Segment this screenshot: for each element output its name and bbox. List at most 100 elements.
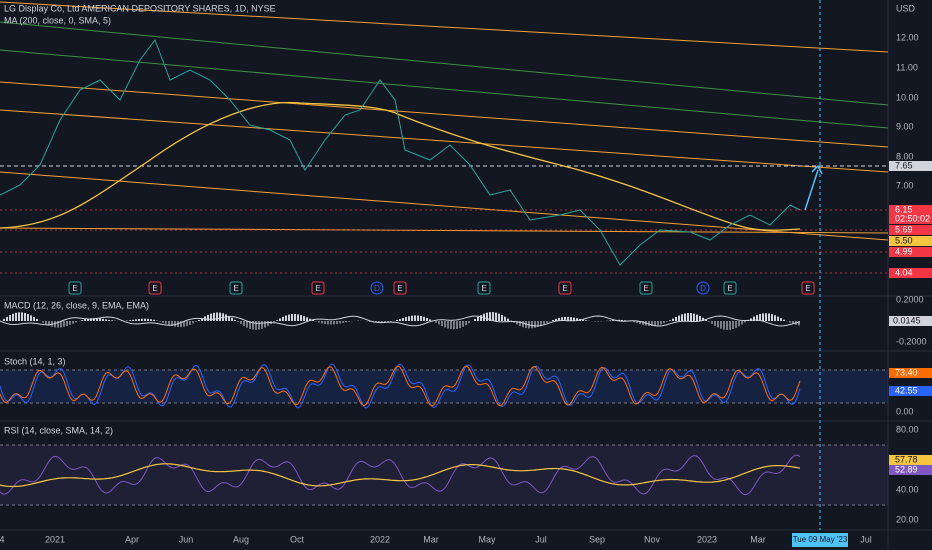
macd-hist bbox=[378, 321, 380, 323]
macd-hist bbox=[423, 316, 425, 321]
macd-hist bbox=[522, 321, 524, 328]
macd-hist bbox=[462, 321, 464, 327]
macd-hist bbox=[519, 321, 521, 327]
macd-hist bbox=[624, 320, 626, 321]
macd-hist bbox=[306, 317, 308, 321]
event-label: E bbox=[72, 284, 77, 293]
macd-hist bbox=[153, 319, 155, 321]
macd-hist bbox=[201, 318, 203, 321]
macd-hist bbox=[411, 315, 413, 321]
macd-hist bbox=[477, 317, 479, 321]
event-marker bbox=[311, 281, 325, 295]
macd-hist bbox=[216, 312, 218, 321]
macd-hist bbox=[693, 313, 695, 321]
macd-hist bbox=[744, 321, 746, 323]
macd-hist bbox=[375, 321, 377, 323]
rsi-badge-text: 57.78 bbox=[895, 454, 918, 464]
macd-hist bbox=[390, 321, 392, 322]
macd-hist bbox=[561, 317, 563, 321]
macd-hist bbox=[294, 314, 296, 321]
macd-hist bbox=[165, 321, 167, 324]
macd-hist bbox=[264, 321, 266, 328]
macd-hist bbox=[756, 315, 758, 321]
macd-hist bbox=[723, 321, 725, 330]
macd-hist bbox=[534, 321, 536, 328]
stoch-axis: 0.00 bbox=[896, 406, 914, 416]
price-badge bbox=[889, 236, 932, 246]
macd-hist bbox=[258, 321, 260, 330]
macd-hist bbox=[66, 321, 68, 326]
price-badge bbox=[889, 205, 932, 215]
event-marker bbox=[639, 281, 653, 295]
macd-hist bbox=[42, 321, 44, 323]
macd-hist bbox=[288, 314, 290, 321]
event-marker bbox=[696, 281, 710, 295]
macd-hist bbox=[345, 321, 347, 323]
macd-hist bbox=[426, 317, 428, 321]
macd-hist bbox=[573, 317, 575, 321]
macd-hist bbox=[6, 316, 8, 321]
macd-hist bbox=[441, 321, 443, 327]
macd-hist bbox=[387, 321, 389, 323]
macd-hist bbox=[468, 321, 470, 324]
macd-hist bbox=[657, 321, 659, 326]
arrow bbox=[804, 164, 823, 211]
price-badge bbox=[889, 225, 932, 235]
macd-hist bbox=[30, 315, 32, 321]
macd-hist bbox=[750, 318, 752, 321]
x-label: Jul bbox=[860, 534, 872, 544]
macd-hist bbox=[18, 312, 20, 321]
macd-hist bbox=[444, 321, 446, 328]
macd-hist bbox=[336, 321, 338, 324]
macd-hist bbox=[231, 317, 233, 321]
macd-hist bbox=[516, 321, 518, 325]
macd-hist bbox=[207, 314, 209, 321]
macd-hist bbox=[531, 321, 533, 329]
cursor-badge bbox=[792, 533, 848, 547]
macd-hist bbox=[138, 319, 140, 321]
macd-hist bbox=[189, 321, 191, 325]
price-label: 9.00 bbox=[896, 121, 914, 131]
price-levels bbox=[0, 209, 888, 274]
macd-hist bbox=[15, 312, 17, 321]
event-label: D bbox=[374, 284, 380, 293]
macd-hist bbox=[174, 321, 176, 327]
macd-hist bbox=[504, 316, 506, 321]
macd-hist bbox=[300, 315, 302, 321]
stoch-badge-text: 42.55 bbox=[895, 385, 918, 395]
macd-hist bbox=[405, 317, 407, 321]
x-label: Apr bbox=[125, 534, 139, 544]
indicator-line bbox=[0, 365, 801, 407]
macd-hist bbox=[738, 321, 740, 327]
macd-hist bbox=[537, 321, 539, 327]
macd-hist bbox=[162, 321, 164, 323]
x-label: Jul bbox=[535, 534, 547, 544]
macd-hist bbox=[459, 321, 461, 329]
price-badge bbox=[889, 247, 932, 257]
channel-lines bbox=[0, 21, 889, 129]
macd-hist bbox=[465, 321, 467, 326]
macd-hist bbox=[381, 321, 383, 323]
rsi-axis: 20.00 bbox=[896, 514, 919, 524]
macd-hist bbox=[111, 320, 113, 321]
macd-hist bbox=[324, 321, 326, 325]
macd-hist bbox=[48, 321, 50, 326]
ma-legend: MA (200, close, 0, SMA, 5) bbox=[4, 15, 111, 25]
macd-legend: MACD (12, 26, close, 9, EMA, EMA) bbox=[4, 300, 149, 310]
macd-hist bbox=[576, 318, 578, 321]
x-label: 4 bbox=[0, 534, 5, 544]
macd-hist bbox=[633, 321, 635, 323]
macd-hist bbox=[495, 312, 497, 321]
price-badge bbox=[889, 161, 932, 171]
rsi-badge-text: 52.89 bbox=[895, 464, 918, 474]
price-series bbox=[0, 38, 801, 266]
x-label: Aug bbox=[233, 534, 249, 544]
macd-hist bbox=[183, 321, 185, 327]
macd-hist bbox=[291, 314, 293, 321]
price-label: 8.00 bbox=[896, 151, 914, 161]
macd-hist bbox=[147, 318, 149, 321]
macd-hist bbox=[612, 320, 614, 321]
macd-hist bbox=[609, 320, 611, 321]
event-marker bbox=[393, 281, 407, 295]
